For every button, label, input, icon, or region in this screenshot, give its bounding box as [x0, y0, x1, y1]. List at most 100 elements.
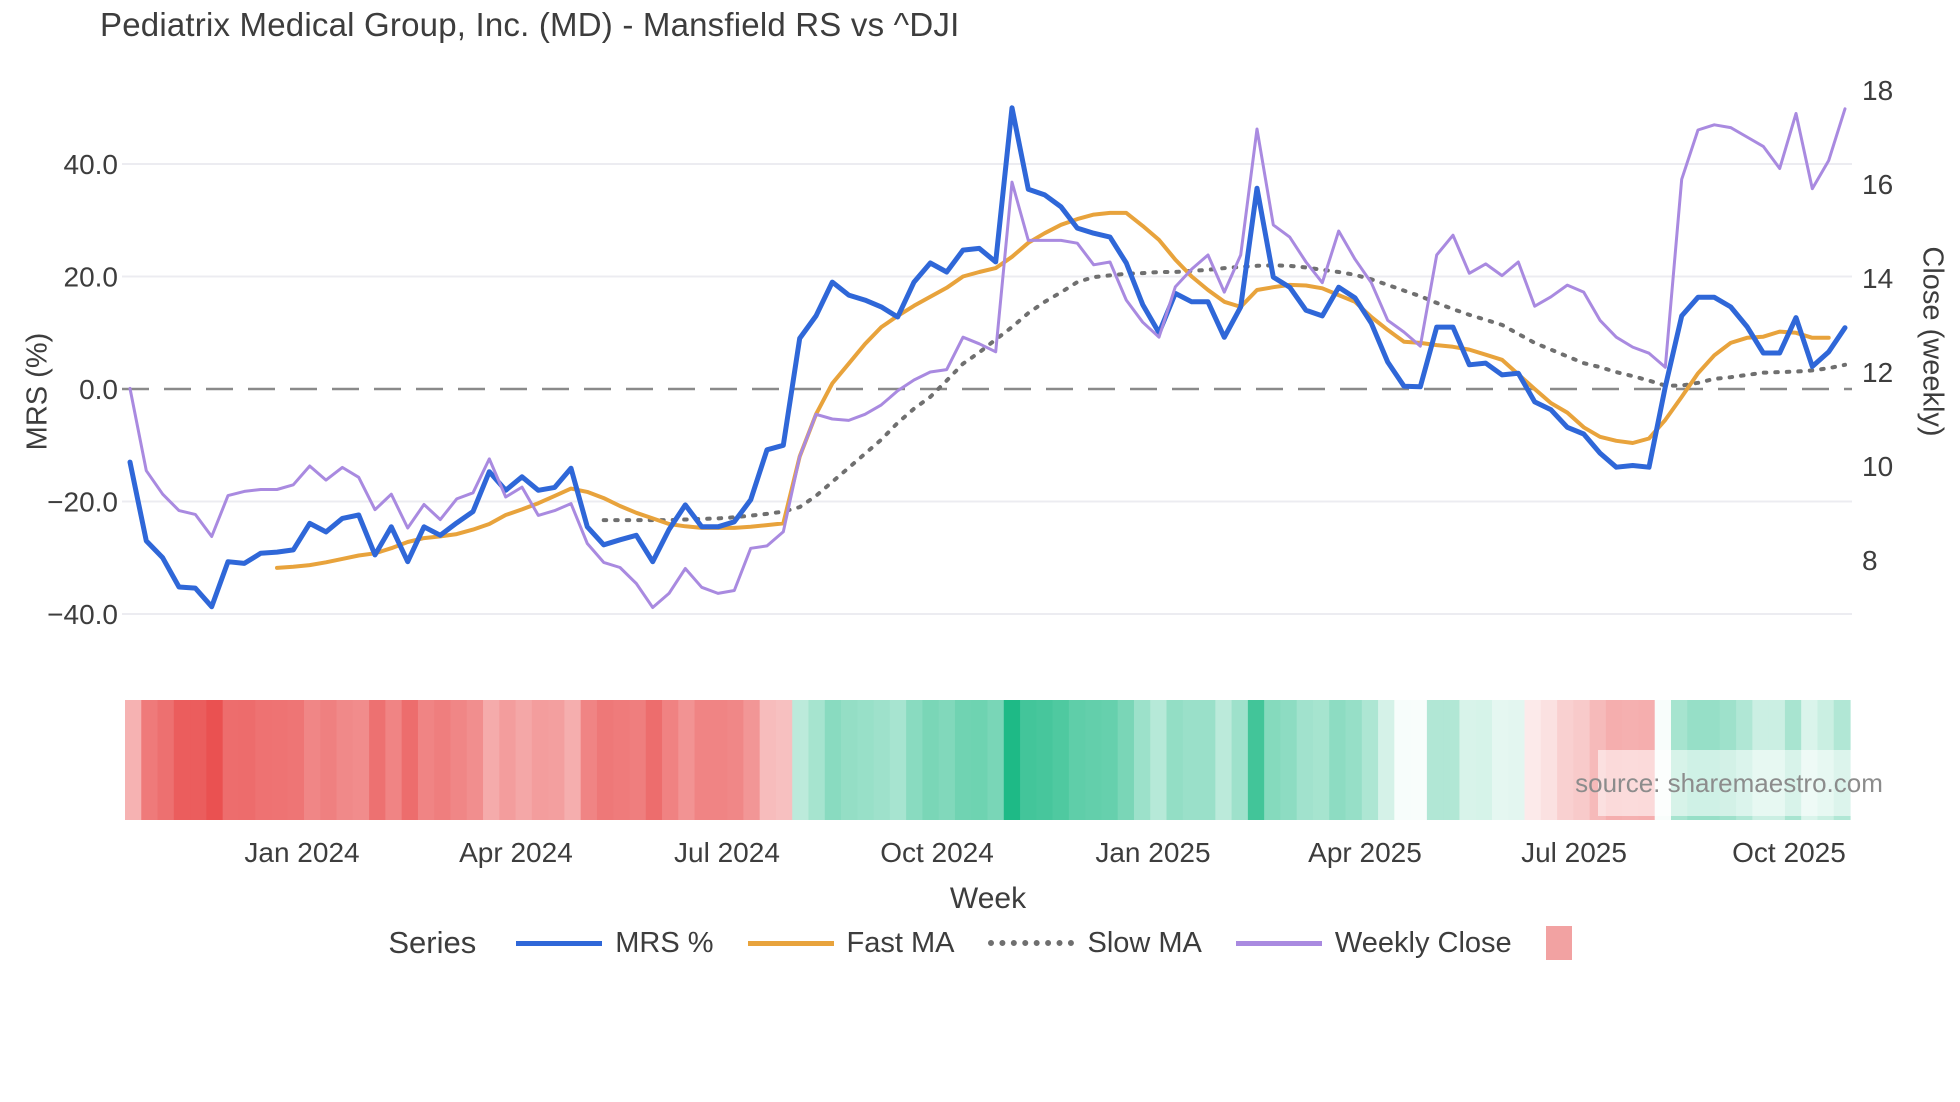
mrs--line	[127, 105, 1848, 610]
fast-ma-line	[275, 210, 1831, 570]
heatmap-cell	[694, 700, 712, 820]
heatmap-cell	[515, 700, 533, 820]
heatmap-cell	[1068, 700, 1086, 820]
heatmap-cell	[1557, 700, 1574, 820]
heatmap-swatch-icon	[1545, 926, 1572, 960]
slow-ma-line	[601, 263, 1847, 523]
heatmap-cell	[1231, 700, 1249, 820]
heatmap-cell	[483, 700, 500, 820]
heatmap-cell	[1199, 700, 1216, 820]
heatmap-cell	[190, 700, 207, 820]
y-right-tick-label: 18	[1862, 75, 1893, 106]
heatmap-cell	[141, 700, 159, 820]
x-tick-label: Apr 2025	[1308, 837, 1422, 868]
heatmap-cell	[743, 700, 761, 820]
heatmap-cell	[824, 700, 842, 820]
heatmap-cell	[1508, 700, 1526, 820]
heatmap-cell	[1117, 700, 1135, 820]
heatmap-cell	[320, 700, 338, 820]
legend-item-weekly-close: Weekly Close	[1235, 926, 1512, 960]
y-right-tick-label: 10	[1862, 451, 1893, 482]
heatmap-cell	[206, 700, 224, 820]
legend-item-heatmap	[1545, 926, 1572, 960]
heatmap-cell	[954, 700, 972, 820]
legend-item-fast-ma: Fast MA	[747, 927, 954, 960]
y-left-tick-label: 0.0	[79, 374, 118, 405]
heatmap-cell	[238, 700, 256, 820]
heatmap-cell	[1052, 700, 1070, 820]
chart-title: Pediatrix Medical Group, Inc. (MD) - Man…	[100, 6, 960, 43]
heatmap-cell	[564, 700, 582, 820]
x-axis-title: Week	[949, 882, 1027, 915]
heatmap-cell	[1215, 700, 1233, 820]
heatmap-cell	[775, 700, 793, 820]
heatmap-cell	[1361, 700, 1379, 820]
heatmap-cell	[1378, 700, 1395, 820]
weekly-close-line	[128, 107, 1847, 609]
heatmap-cell	[1150, 700, 1168, 820]
heatmap-cell	[1540, 700, 1558, 820]
heatmap-cell	[1003, 700, 1021, 820]
heatmap-cell	[1166, 700, 1184, 820]
heatmap-cell	[792, 700, 810, 820]
heatmap-cell	[1296, 700, 1314, 820]
y-left-tick-label: −20.0	[47, 487, 118, 518]
heatmap-cell	[873, 700, 891, 820]
heatmap-cell	[1410, 700, 1428, 820]
heatmap-cell	[841, 700, 858, 820]
heatmap-cell	[1085, 700, 1103, 820]
heatmap-cell	[401, 700, 419, 820]
heatmap-cell	[1426, 700, 1444, 820]
heatmap-cell	[304, 700, 321, 820]
x-tick-label: Apr 2024	[459, 837, 573, 868]
heatmap-cell	[1475, 700, 1493, 820]
heatmap-cell	[287, 700, 305, 820]
heatmap-cell	[662, 700, 679, 820]
heatmap-cell	[1101, 700, 1119, 820]
heatmap-cell	[466, 700, 484, 820]
heatmap-cell	[450, 700, 468, 820]
heatmap-cell	[922, 700, 940, 820]
heatmap-cell	[173, 700, 191, 820]
heatmap-cell	[417, 700, 435, 820]
heatmap-cell	[889, 700, 907, 820]
heatmap-cell	[1247, 700, 1265, 820]
x-tick-label: Oct 2024	[880, 837, 994, 868]
heatmap-cell	[531, 700, 549, 820]
legend: Series MRS % Fast MA Slow MA Weekly Clos…	[0, 925, 1960, 961]
heatmap-cell	[710, 700, 728, 820]
x-tick-label: Jan 2024	[244, 837, 359, 868]
heatmap-cell	[629, 700, 647, 820]
heatmap-cell	[434, 700, 452, 820]
heatmap-cell	[678, 700, 696, 820]
heatmap-cell	[125, 700, 142, 820]
heatmap-cell	[1133, 700, 1151, 820]
heatmap-cell	[157, 700, 175, 820]
heatmap-cell	[1573, 700, 1591, 820]
weekly-close-line-swatch-icon	[1235, 940, 1322, 946]
heatmap-cell	[1264, 700, 1282, 820]
heatmap-cell	[857, 700, 875, 820]
source-text: source: sharemaestro.com	[1575, 767, 1883, 798]
legend-title: Series	[388, 925, 477, 960]
heatmap-cell	[222, 700, 240, 820]
x-tick-label: Oct 2025	[1732, 837, 1846, 868]
heatmap-cell	[336, 700, 354, 820]
source-attribution: source: sharemaestro.com	[1575, 750, 1883, 816]
heatmap-cell	[727, 700, 744, 820]
legend-label: Weekly Close	[1334, 926, 1512, 959]
y-left-tick-label: −40.0	[47, 599, 118, 630]
legend-item-slow-ma: Slow MA	[988, 927, 1202, 960]
heatmap-cell	[352, 700, 370, 820]
heatmap-cell	[1329, 700, 1347, 820]
heatmap-cell	[271, 700, 289, 820]
heatmap-cell	[1394, 700, 1412, 820]
heatmap-cell	[1312, 700, 1330, 820]
heatmap-cell	[1280, 700, 1298, 820]
y-right-tick-label: 16	[1862, 169, 1893, 200]
heatmap-cell	[1524, 700, 1542, 820]
heatmap-cell	[596, 700, 614, 820]
heatmap-cell	[1459, 700, 1477, 820]
heatmap-cell	[499, 700, 517, 820]
heatmap-cell	[548, 700, 565, 820]
